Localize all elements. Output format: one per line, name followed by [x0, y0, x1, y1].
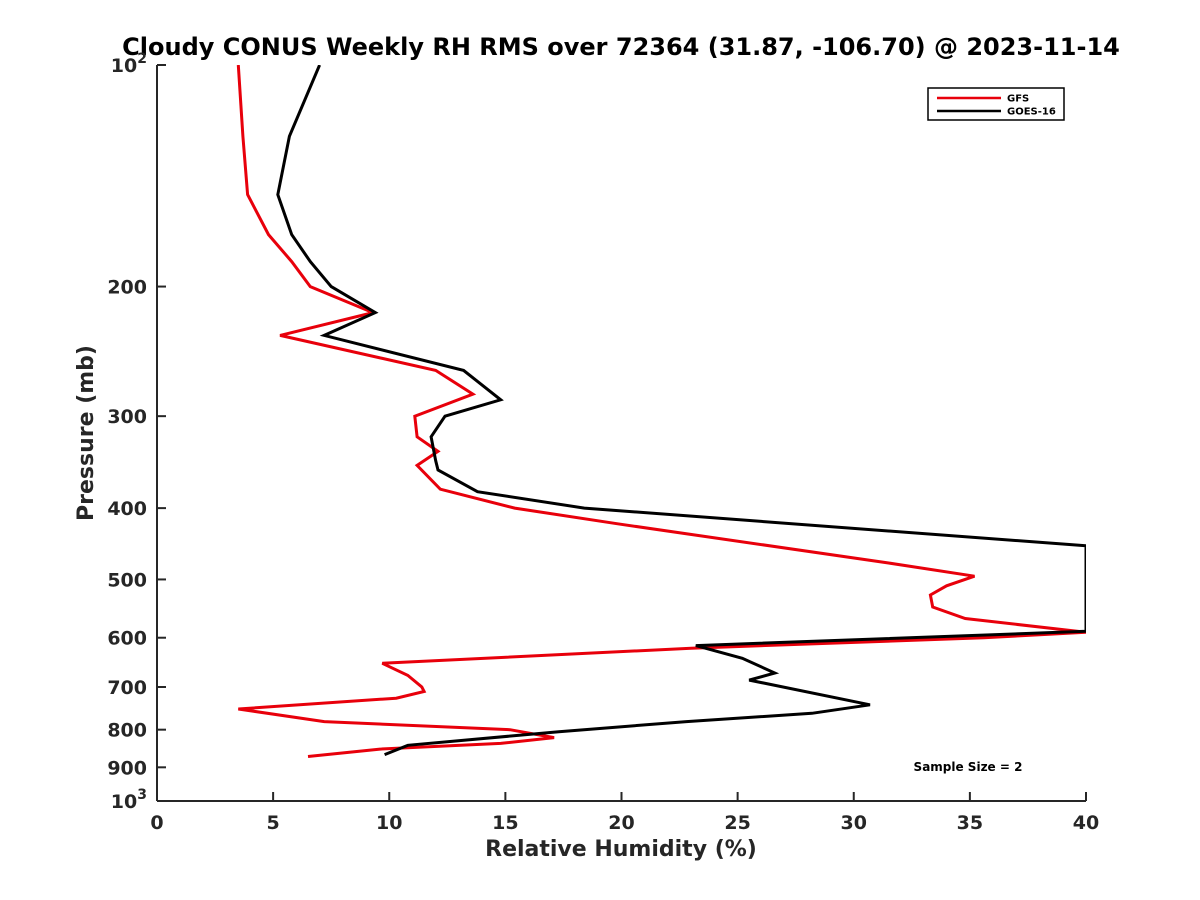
series-line-gfs [236, 65, 1086, 758]
y-tick-label: 900 [107, 757, 147, 779]
y-tick-label: 103 [111, 787, 147, 813]
x-tick-label: 10 [376, 812, 402, 834]
x-axis-label: Relative Humidity (%) [485, 837, 757, 862]
y-tick-label: 500 [107, 569, 147, 591]
x-tick-label: 15 [492, 812, 518, 834]
axes-layer [156, 65, 1086, 802]
x-tick-label: 0 [150, 812, 163, 834]
y-tick-label: 102 [111, 51, 147, 77]
y-tick-label: 700 [107, 677, 147, 699]
series-layer [236, 65, 1086, 758]
y-tick-label: 300 [107, 406, 147, 428]
chart-title: Cloudy CONUS Weekly RH RMS over 72364 (3… [122, 33, 1120, 61]
x-tick-label: 40 [1073, 812, 1099, 834]
series-line-goes-16 [276, 65, 1086, 756]
y-axis-ticks: 102 200 300 400 500 600 700 800 900 103 [107, 51, 166, 813]
y-tick-label: 800 [107, 720, 147, 742]
x-tick-label: 20 [608, 812, 634, 834]
x-tick-label: 30 [841, 812, 867, 834]
sample-size-annotation: Sample Size = 2 [914, 760, 1023, 774]
y-tick-label: 400 [107, 498, 147, 520]
legend-label-goes-16: GOES-16 [1007, 107, 1056, 118]
x-tick-label: 35 [957, 812, 983, 834]
y-tick-label: 600 [107, 628, 147, 650]
y-axis-label: Pressure (mb) [74, 345, 99, 521]
legend-box [927, 87, 1065, 121]
y-tick-label: 200 [107, 277, 147, 299]
legend: GFS GOES-16 [927, 87, 1065, 121]
legend-label-gfs: GFS [1007, 94, 1029, 105]
x-tick-label: 5 [267, 812, 280, 834]
x-axis-ticks: 0 5 10 15 20 25 30 35 40 [150, 792, 1099, 834]
x-tick-label: 25 [724, 812, 750, 834]
